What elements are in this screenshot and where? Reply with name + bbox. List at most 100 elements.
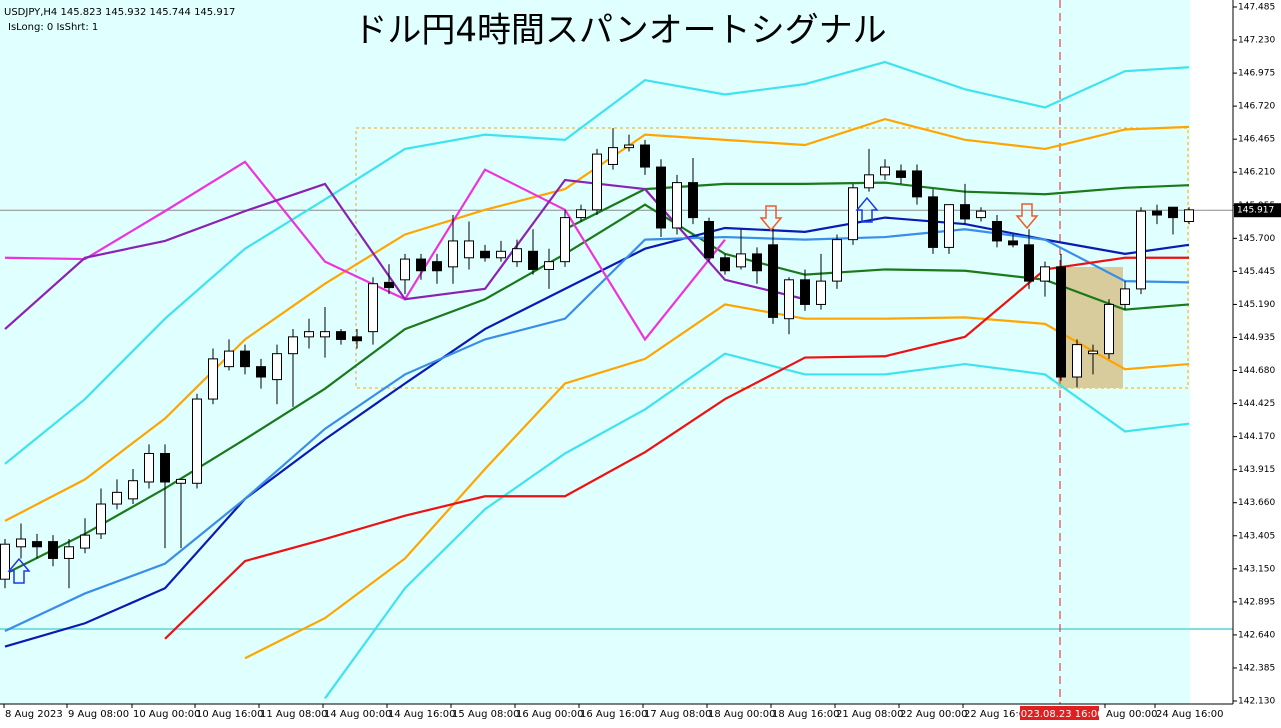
x-tick-label: 10 Aug 16:00 xyxy=(196,709,263,720)
candle-body xyxy=(976,210,986,219)
candle-body xyxy=(1184,209,1194,222)
candle-body xyxy=(1088,350,1098,355)
candle-body xyxy=(48,541,58,559)
indicator-line xyxy=(564,181,1190,231)
x-tick-label: 22 Aug 00:00 xyxy=(900,709,967,720)
y-tick-label: 142.640 xyxy=(1238,630,1275,640)
candle-body xyxy=(1152,210,1162,216)
x-tick-label: 24 Aug 16:00 xyxy=(1156,709,1223,720)
y-tick-label: 142.130 xyxy=(1238,697,1275,707)
candle-body xyxy=(832,239,842,282)
candle-body xyxy=(1136,210,1146,290)
candle-body xyxy=(752,253,762,272)
y-tick-label: 144.680 xyxy=(1238,366,1275,376)
candle-body xyxy=(0,543,10,580)
y-tick-label: 146.975 xyxy=(1238,69,1275,79)
candle-body xyxy=(144,452,154,483)
candle-body xyxy=(864,174,874,189)
candle-body xyxy=(192,398,202,484)
indicator-line xyxy=(4,203,1190,575)
candle-body xyxy=(416,258,426,272)
candle-body xyxy=(16,538,26,548)
candle-body xyxy=(528,250,538,270)
indicator-line xyxy=(4,117,1190,522)
chart-title: ドル円4時間スパンオートシグナル xyxy=(353,11,886,51)
candle-body xyxy=(928,196,938,248)
axis-layer: 147.485 147.230 146.975 146.720 146.465 146.2… xyxy=(3,2,1281,720)
candle-body xyxy=(736,253,746,268)
candle-body xyxy=(256,366,266,378)
series-layer xyxy=(0,60,1233,700)
candle-body xyxy=(560,217,570,263)
y-tick-label: 144.935 xyxy=(1238,333,1275,343)
candle-body xyxy=(640,144,650,168)
time-marker-label: 2023.08.23 16:00 xyxy=(1014,709,1103,720)
x-tick-label: Aug 00:00 xyxy=(1106,709,1158,720)
candle-body xyxy=(944,204,954,248)
candle-body xyxy=(672,182,682,229)
candle-body xyxy=(304,331,314,338)
candle-body xyxy=(448,240,458,268)
x-tick-label: 16 Aug 00:00 xyxy=(516,709,583,720)
candle-body xyxy=(688,182,698,219)
x-tick-label: 22 Aug 16:00 xyxy=(964,709,1031,720)
x-tick-label: 18 Aug 00:00 xyxy=(708,709,775,720)
y-tick-label: 145.190 xyxy=(1238,300,1275,310)
candle-body xyxy=(80,534,90,549)
candle-body xyxy=(400,258,410,281)
x-tick-label: 9 Aug 08:00 xyxy=(68,709,129,720)
candle-body xyxy=(1168,206,1178,219)
buy-arrow xyxy=(7,557,31,584)
y-tick-label: 146.465 xyxy=(1238,135,1275,145)
y-tick-label: 143.660 xyxy=(1238,498,1275,508)
x-tick-label: 17 Aug 08:00 xyxy=(644,709,711,720)
y-tick-label: 143.150 xyxy=(1238,564,1275,574)
candle-body xyxy=(656,166,666,229)
sell-arrow xyxy=(1015,203,1039,230)
candle-body xyxy=(224,350,234,368)
candle-body xyxy=(912,170,922,198)
candle-body xyxy=(544,261,554,270)
candle-body xyxy=(336,331,346,340)
indicator-line xyxy=(4,160,726,342)
y-tick-label: 143.405 xyxy=(1238,531,1275,541)
candle-body xyxy=(592,153,602,211)
candle-body xyxy=(1104,303,1114,355)
y-tick-label: 145.445 xyxy=(1238,267,1275,277)
x-tick-label: 14 Aug 00:00 xyxy=(324,709,391,720)
sell-arrow xyxy=(759,205,783,232)
candle-body xyxy=(320,331,330,338)
candle-body xyxy=(1056,266,1066,378)
candle-body xyxy=(432,261,442,272)
candle-body xyxy=(1024,244,1034,282)
candle-body xyxy=(128,480,138,500)
time-marker-label-box xyxy=(1020,706,1099,720)
candle-body xyxy=(368,283,378,333)
candle-body xyxy=(608,147,618,165)
candle-body xyxy=(992,220,1002,242)
candle-body xyxy=(112,491,122,505)
candle-body xyxy=(176,478,186,484)
y-tick-label: 144.425 xyxy=(1238,399,1275,409)
indicator-line xyxy=(4,228,1190,633)
x-tick-label: 16 Aug 16:00 xyxy=(580,709,647,720)
candle-body xyxy=(896,170,906,178)
candle-body xyxy=(352,336,362,342)
plot-background xyxy=(0,0,1190,704)
x-tick-label: 11 Aug 08:00 xyxy=(260,709,327,720)
status-text: IsLong: 0 IsShrt: 1 xyxy=(8,22,98,33)
y-tick-label: 145.700 xyxy=(1238,234,1275,244)
candle-body xyxy=(32,541,42,548)
indicator-line xyxy=(244,303,1190,660)
y-tick-label: 146.720 xyxy=(1238,102,1275,112)
candle-body xyxy=(1120,288,1130,305)
candle-body xyxy=(880,166,890,176)
candle-body xyxy=(1040,266,1050,282)
candle-body xyxy=(800,279,810,305)
candle-body xyxy=(848,187,858,241)
candle-body xyxy=(384,281,394,289)
candle-body xyxy=(768,244,778,318)
